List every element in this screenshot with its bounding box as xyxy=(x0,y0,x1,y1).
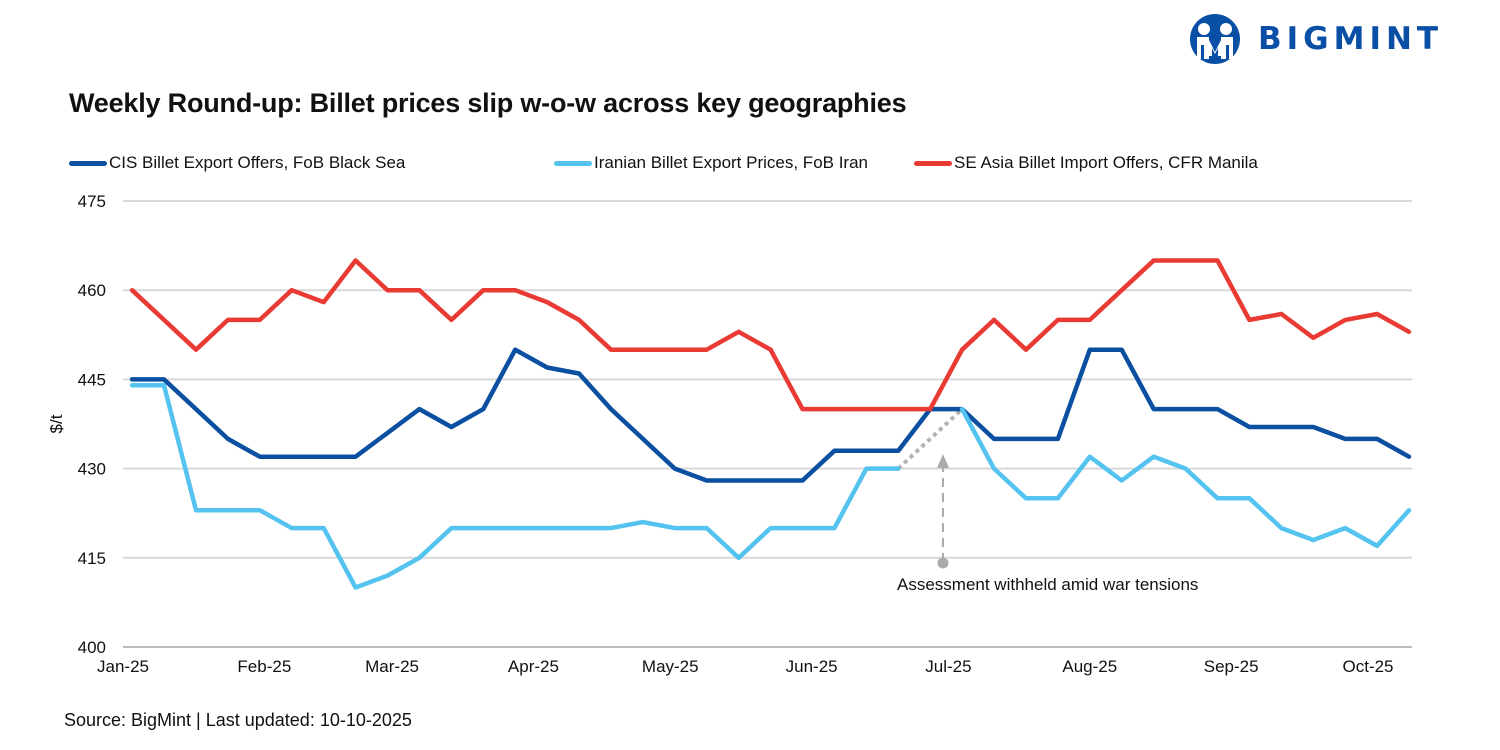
series-line-1 xyxy=(959,406,1412,549)
x-tick-label: Feb-25 xyxy=(237,657,291,676)
y-tick-label: 415 xyxy=(78,549,106,568)
x-tick-label: Jul-25 xyxy=(925,657,971,676)
legend-item-seasia: SE Asia Billet Import Offers, CFR Manila xyxy=(914,153,1258,173)
x-tick-label: Jun-25 xyxy=(786,657,838,676)
x-tick-label: Jan-25 xyxy=(97,657,149,676)
y-tick-label: 400 xyxy=(78,638,106,657)
brand-name: BIGMINT xyxy=(1258,21,1444,57)
bigmint-logo-icon xyxy=(1190,14,1240,64)
y-tick-label: 475 xyxy=(78,192,106,211)
y-tick-label: 445 xyxy=(78,370,106,389)
x-tick-label: Oct-25 xyxy=(1342,657,1393,676)
x-tick-label: Sep-25 xyxy=(1204,657,1259,676)
legend-item-iran: Iranian Billet Export Prices, FoB Iran xyxy=(554,153,914,173)
y-tick-label: 460 xyxy=(78,281,106,300)
y-tick-label: 430 xyxy=(78,460,106,479)
x-tick-label: May-25 xyxy=(642,657,699,676)
x-tick-label: Apr-25 xyxy=(508,657,559,676)
annotation-text: Assessment withheld amid war tensions xyxy=(897,575,1198,594)
series-line-2 xyxy=(129,258,1412,412)
legend-label-cis: CIS Billet Export Offers, FoB Black Sea xyxy=(109,153,406,172)
x-tick-label: Mar-25 xyxy=(365,657,419,676)
legend-label-seasia: SE Asia Billet Import Offers, CFR Manila xyxy=(954,153,1258,172)
legend: CIS Billet Export Offers, FoB Black Sea … xyxy=(69,153,1258,173)
source-footer: Source: BigMint | Last updated: 10-10-20… xyxy=(64,710,412,730)
legend-swatch-cis xyxy=(69,160,107,166)
annotation-dot xyxy=(937,557,949,569)
line-chart: 400 415 430 445 460 475 Jan-25 Feb-25 Mar-25 Apr… xyxy=(47,192,1412,676)
series-line-0 xyxy=(129,347,1412,483)
chart-title: Weekly Round-up: Billet prices slip w-o-… xyxy=(69,88,907,118)
bigmint-logo: BIGMINT xyxy=(1188,14,1443,64)
y-axis-label: $/t xyxy=(47,414,66,433)
annotation-arrow-head xyxy=(936,454,949,468)
legend-label-iran: Iranian Billet Export Prices, FoB Iran xyxy=(594,153,869,172)
x-tick-label: Aug-25 xyxy=(1062,657,1117,676)
legend-swatch-seasia xyxy=(914,160,952,166)
legend-item-cis: CIS Billet Export Offers, FoB Black Sea xyxy=(69,153,554,173)
legend-swatch-iran xyxy=(554,160,592,166)
gap-dotted-line xyxy=(896,407,964,471)
